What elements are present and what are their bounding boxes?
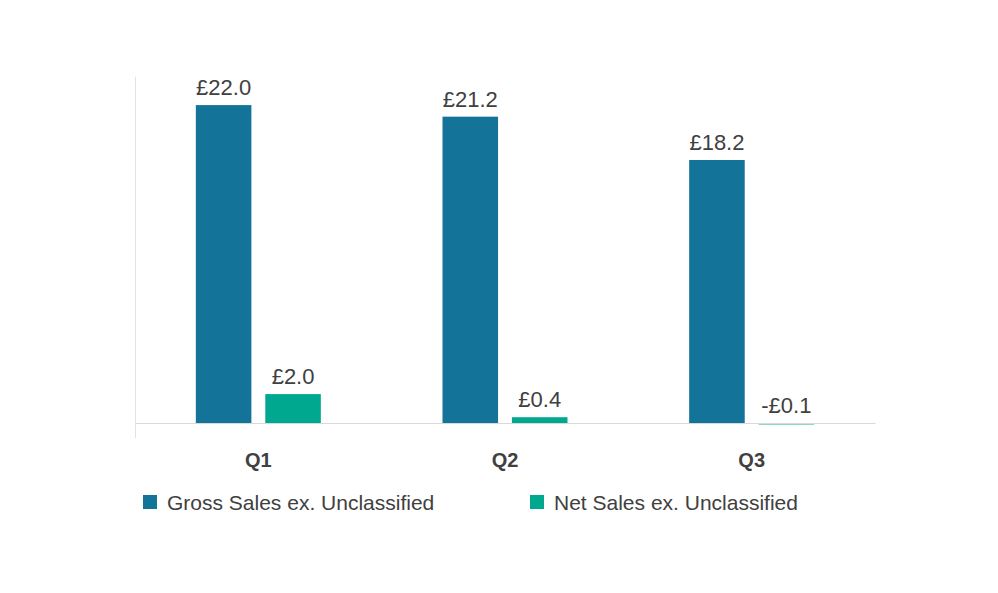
bar	[512, 417, 568, 423]
x-tick-label: Q3	[738, 449, 765, 471]
legend-swatch	[530, 495, 544, 509]
bar	[689, 160, 745, 423]
legend: Gross Sales ex. Unclassified Net Sales ex…	[143, 491, 798, 514]
x-axis: Q1 Q2 Q3	[136, 423, 876, 471]
data-label: £0.4	[518, 387, 561, 412]
x-axis-line	[136, 423, 876, 424]
bar	[443, 117, 499, 423]
x-tick: Q3	[738, 423, 765, 471]
data-label: £2.0	[272, 364, 315, 389]
legend-label: Net Sales ex. Unclassified	[554, 491, 798, 514]
x-tick-label: Q2	[492, 449, 519, 471]
data-label: £21.2	[443, 87, 498, 112]
y-axis-line	[135, 77, 136, 438]
chart: Q1 Q2 Q3 £22.0 £21.2 £18.2 £2.0 £0.4 -£0.1 Gross …	[0, 0, 998, 593]
x-tick: Q1	[245, 423, 272, 471]
legend-label: Gross Sales ex. Unclassified	[167, 491, 434, 514]
x-tick: Q2	[492, 423, 519, 471]
bar	[265, 394, 321, 423]
bar	[196, 105, 252, 423]
data-label: £18.2	[689, 130, 744, 155]
data-labels: £22.0 £21.2 £18.2 £2.0 £0.4 -£0.1	[196, 75, 811, 418]
legend-swatch	[143, 495, 157, 509]
y-axis	[135, 77, 136, 438]
x-tick-label: Q1	[245, 449, 272, 471]
bars	[196, 105, 814, 424]
data-label: £22.0	[196, 75, 251, 100]
data-label: -£0.1	[761, 393, 811, 418]
